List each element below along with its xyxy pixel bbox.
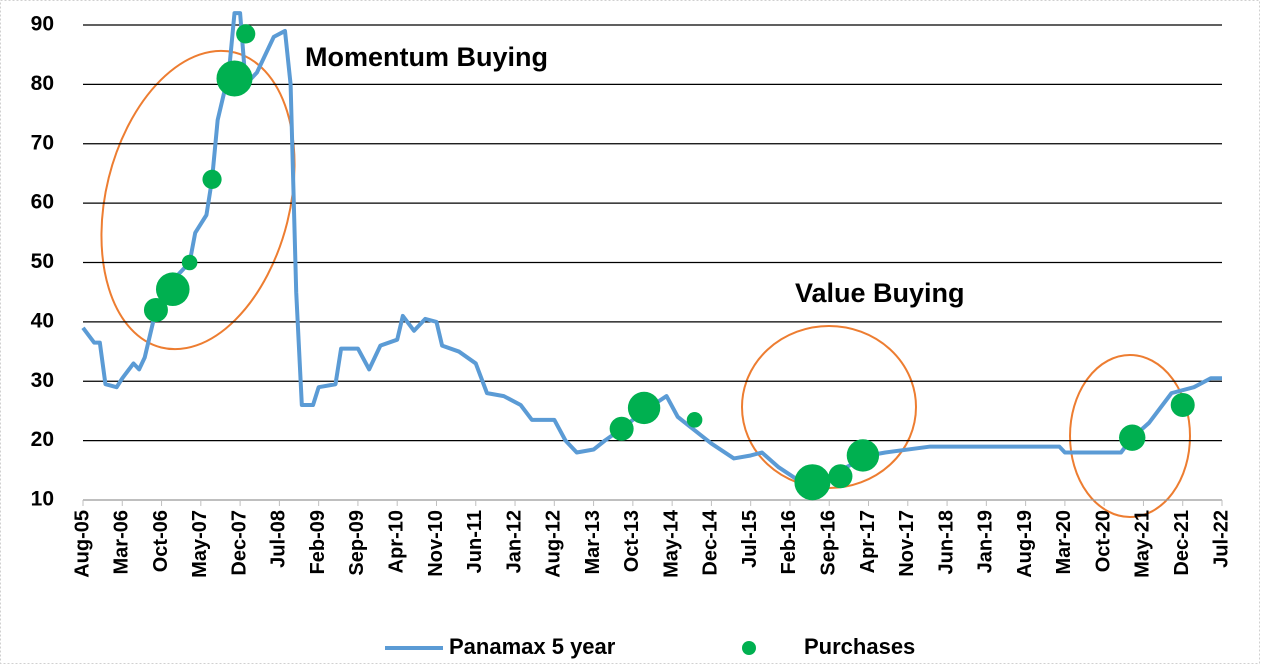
x-tick-label: Mar-20 (1053, 510, 1075, 574)
x-tick-label: Feb-16 (778, 510, 800, 574)
value-ellipse (1069, 354, 1191, 518)
x-tick-label: Jul-15 (739, 510, 761, 568)
purchase-point (828, 464, 853, 489)
x-tick-label: Dec-07 (228, 510, 250, 576)
x-tick-label: Mar-06 (111, 510, 133, 574)
x-tick-label: Sep-09 (346, 510, 368, 576)
purchase-point (143, 298, 168, 322)
purchase-point (202, 169, 222, 189)
purchase-point (846, 439, 880, 472)
y-tick-label: 80 (31, 72, 54, 95)
purchase-point (627, 391, 661, 425)
y-tick-label: 90 (31, 13, 54, 36)
x-tick-label: Jun-18 (935, 510, 957, 574)
x-tick-label: Dec-14 (700, 509, 722, 575)
x-tick-label: May-21 (1132, 510, 1154, 578)
y-tick-label: 10 (31, 488, 54, 511)
x-tick-label: Jul-08 (268, 510, 290, 568)
purchase-point (155, 272, 190, 307)
x-tick-label: Aug-05 (71, 510, 93, 578)
x-tick-label: Sep-16 (818, 510, 840, 576)
x-tick-label: Aug-19 (1014, 510, 1036, 578)
x-tick-label: Mar-13 (582, 510, 604, 574)
x-tick-label: Nov-10 (425, 510, 447, 577)
momentum-ellipse (100, 49, 296, 351)
x-tick-label: Oct-13 (621, 510, 643, 572)
legend-swatch (742, 641, 756, 655)
x-tick-label: Apr-10 (385, 510, 407, 573)
purchase-point (686, 412, 703, 428)
x-tick-label: Oct-06 (150, 510, 172, 572)
x-tick-label: Feb-09 (307, 510, 329, 574)
y-tick-label: 30 (31, 369, 54, 392)
purchase-point (794, 464, 831, 501)
purchase-point (216, 60, 253, 97)
y-tick-label: 50 (31, 250, 54, 273)
x-tick-label: Nov-17 (896, 510, 918, 577)
purchase-point (181, 254, 198, 271)
legend-label: Purchases (804, 634, 915, 659)
legend-label: Panamax 5 year (449, 634, 616, 659)
annotation: Momentum Buying (305, 42, 548, 72)
x-tick-label: Jan-19 (975, 510, 997, 573)
x-tick-label: Jan-12 (503, 510, 525, 573)
x-tick-label: Apr-17 (857, 510, 879, 573)
y-tick-label: 40 (31, 309, 54, 332)
x-tick-label: May-14 (660, 509, 682, 578)
purchase-point (236, 24, 256, 44)
y-tick-label: 20 (31, 428, 54, 451)
x-tick-label: Jun-11 (464, 510, 486, 573)
purchase-point (1119, 424, 1146, 451)
purchase-point (609, 416, 634, 441)
purchase-point (1170, 393, 1195, 417)
y-tick-label: 60 (31, 191, 54, 214)
y-tick-label: 70 (31, 131, 54, 154)
annotation: Value Buying (795, 278, 965, 308)
x-tick-label: Aug-12 (543, 510, 565, 578)
x-tick-label: Dec-21 (1171, 510, 1193, 576)
x-tick-label: Oct-20 (1092, 510, 1114, 572)
value-ellipse (741, 325, 917, 489)
x-tick-label: May-07 (189, 510, 211, 578)
x-tick-label: Jul-22 (1210, 510, 1232, 568)
